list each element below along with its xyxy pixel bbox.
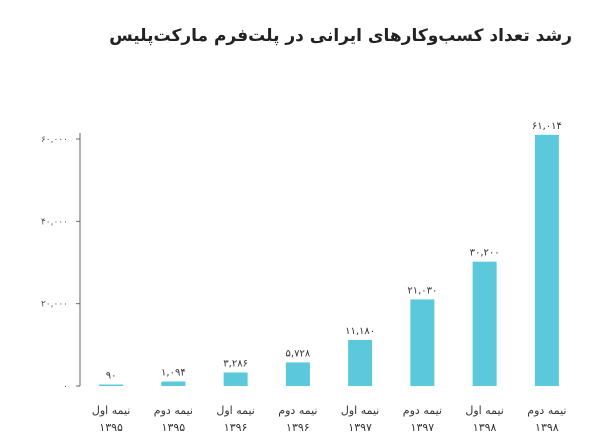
x-tick-label-year: ۱۳۹۸ [535, 421, 559, 434]
x-tick-label: نیمه اول [216, 404, 255, 417]
bar [472, 261, 497, 386]
bar [161, 381, 186, 386]
y-tick-label: ۲۰,۰۰۰ [41, 300, 68, 310]
labels-layer: ۹۰ نیمه اول ۱۳۹۵ ۱,۰۹۴ نیمه دوم ۱۳۹۵ ۳,۲۸۶ نیمه… [92, 121, 567, 434]
data-label: ۱,۰۹۴ [161, 367, 186, 378]
data-label: ۶۱,۰۱۴ [532, 121, 562, 132]
x-tick-label-year: ۱۳۹۵ [99, 421, 123, 434]
axis-layer: ۰ ۲۰,۰۰۰ ۴۰,۰۰۰ ۶۰,۰۰۰ [41, 133, 81, 392]
data-label: ۱۱,۱۸۰ [345, 326, 375, 337]
chart-title: رشد تعداد کسب‌وکارهای ایرانی در پلت‌فرم … [109, 26, 572, 46]
x-tick-label: نیمه اول [465, 404, 504, 417]
x-tick-label-year: ۱۳۹۷ [411, 421, 435, 434]
x-tick-label: نیمه دوم [154, 404, 193, 417]
data-label: ۵,۷۲۸ [286, 348, 311, 359]
bar [285, 362, 310, 386]
x-tick-label: نیمه دوم [527, 404, 566, 417]
bar [410, 299, 435, 386]
y-tick-label: ۶۰,۰۰۰ [41, 135, 68, 145]
x-tick-label-year: ۱۳۹۶ [286, 421, 310, 434]
bar [348, 339, 373, 386]
x-tick-label: نیمه دوم [403, 404, 442, 417]
x-tick-label: نیمه اول [92, 404, 131, 417]
bar [99, 384, 124, 386]
x-tick-label: نیمه اول [341, 404, 380, 417]
bar [223, 372, 248, 386]
data-label: ۹۰ [106, 371, 117, 382]
x-tick-label-year: ۱۳۹۸ [473, 421, 497, 434]
x-tick-label-year: ۱۳۹۶ [224, 421, 248, 434]
bars-layer [99, 134, 559, 386]
data-label: ۲۱,۰۳۰ [407, 285, 437, 296]
x-tick-label: نیمه دوم [278, 404, 317, 417]
data-label: ۳,۲۸۶ [223, 358, 248, 369]
bar [534, 134, 559, 386]
x-tick-label-year: ۱۳۹۷ [348, 421, 372, 434]
y-tick-label: ۴۰,۰۰۰ [41, 217, 68, 227]
y-tick-label: ۰ [63, 382, 68, 392]
x-tick-label-year: ۱۳۹۵ [162, 421, 186, 434]
data-label: ۳۰,۲۰۰ [470, 248, 500, 259]
